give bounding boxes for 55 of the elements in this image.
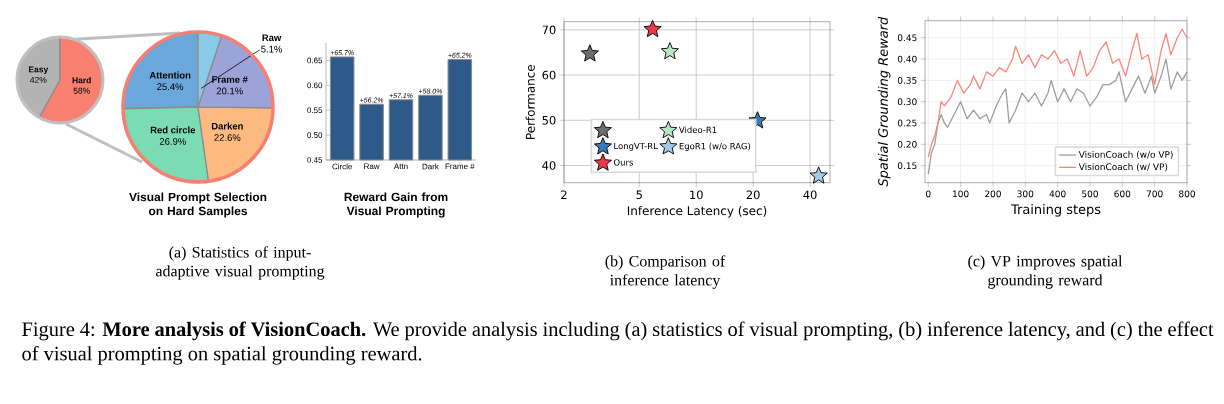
y-tick-label: 0.25	[897, 119, 917, 127]
data-label: 22.6%	[214, 134, 241, 141]
data-label: 58%	[73, 87, 90, 94]
x-tick-label: 2	[561, 190, 567, 199]
legend-label: Ours	[613, 159, 633, 166]
y-axis-title: Spatial Grounding Reward	[877, 16, 891, 187]
x-tick-label: 20	[746, 190, 760, 200]
legend-label: VisionCoach (w/ VP)	[1078, 163, 1168, 172]
x-tick-label: 40	[803, 190, 817, 200]
x-tick-label: 800	[1179, 190, 1195, 198]
x-tick-label: 5	[636, 190, 642, 199]
line-series	[927, 28, 1188, 158]
x-tick-label: 200	[985, 190, 1001, 198]
slice-label: Darken	[211, 122, 243, 130]
x-axis-title: Inference Latency (sec)	[627, 205, 767, 218]
x-tick-label: 500	[1082, 190, 1098, 198]
legend-label: LongVT-RL	[614, 142, 658, 151]
x-tick-label: 10	[690, 190, 703, 200]
slice-label: Attention	[149, 71, 191, 79]
x-tick-label: 300	[1017, 190, 1034, 198]
y-axis-title: Performance	[525, 64, 535, 139]
y-tick-label: 0.40	[897, 55, 917, 63]
x-tick-label: 100	[953, 190, 969, 198]
y-tick-label: 50	[542, 115, 556, 125]
data-label: 5.1%	[261, 45, 283, 53]
y-tick-label: 60	[542, 70, 556, 80]
data-label: 42%	[30, 76, 47, 83]
caption: Figure 4: More analysis of VisionCoach. We provide analysis including (a) statistics of visual prompting, (b) inference latency, and (c) the effect of visual prompting on spatial grounding reward.	[22, 321, 1214, 365]
data-label: 26.9%	[159, 138, 186, 145]
y-tick-label: 0.45	[897, 34, 917, 42]
text: (c) VP improves spatial grounding reward	[968, 255, 1123, 289]
text: (b) Comparison of inference latency	[605, 255, 726, 289]
slice-label: Frame #	[212, 76, 248, 83]
legend-label: VisionCoach (w/o VP)	[1078, 150, 1173, 159]
slice-label: Raw	[262, 34, 282, 42]
x-tick-label: 600	[1114, 190, 1131, 198]
legend-label: Video-R1	[678, 126, 717, 134]
text: (a) Statistics of input-adaptive visual prompting	[156, 246, 325, 280]
y-tick-label: 0.35	[897, 76, 917, 84]
x-tick-label: 400	[1049, 190, 1066, 198]
legend-label: EgoR1 (w/o RAG)	[679, 142, 751, 151]
data-label: 25.4%	[157, 83, 184, 91]
y-tick-label: 0.20	[897, 140, 917, 148]
y-tick-label: 0.30	[897, 98, 917, 106]
slice-label: Red circle	[150, 126, 196, 134]
x-axis-title: Training steps	[1010, 204, 1101, 217]
y-tick-label: 0.15	[897, 162, 917, 170]
x-tick-label: 700	[1146, 190, 1163, 198]
y-tick-label: 70	[542, 25, 556, 35]
data-label: 20.1%	[216, 87, 243, 95]
slice-label: Easy	[29, 66, 49, 75]
text: Visual Prompt Selection on Hard Samples	[129, 192, 267, 218]
x-tick-label: 0	[925, 190, 931, 198]
slice-label: Hard	[72, 76, 91, 84]
text: Reward Gain from Visual Prompting	[344, 192, 448, 218]
